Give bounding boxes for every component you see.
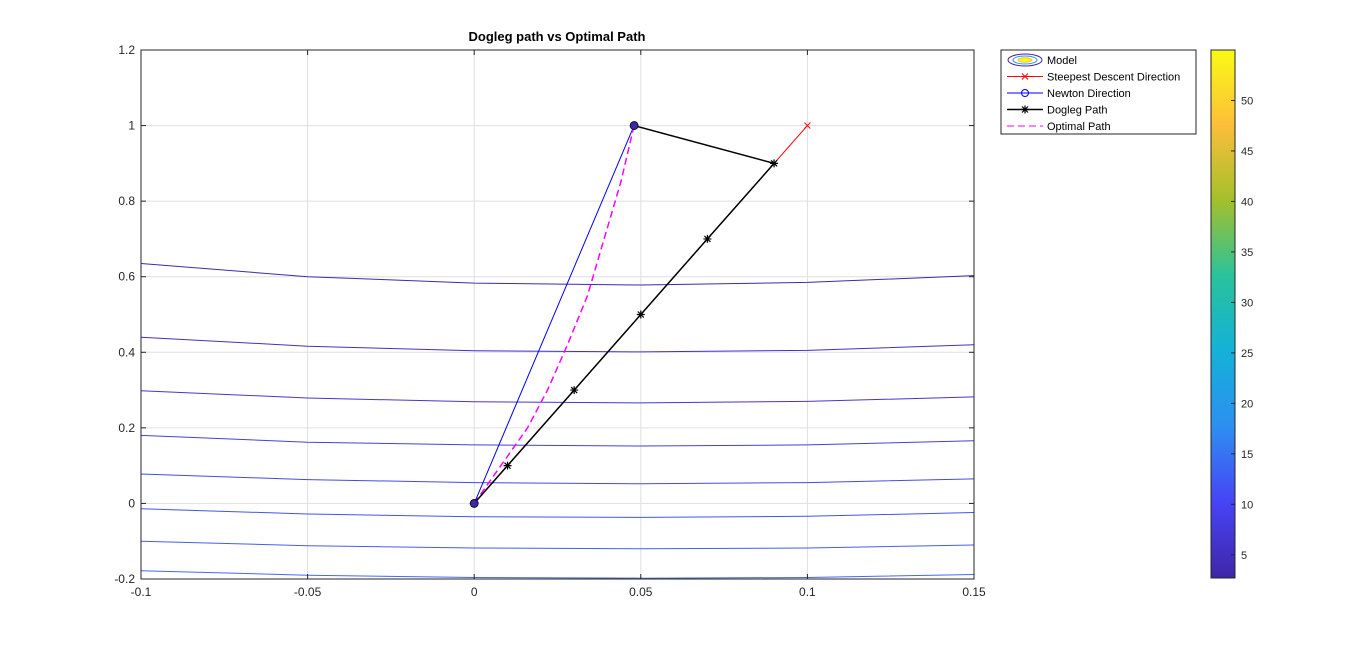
y-tick-label: 1 (128, 119, 135, 133)
series-optimal (473, 125, 635, 504)
x-tick-label: 0 (471, 585, 478, 599)
colorbar-bar (1210, 49, 1236, 579)
contour-line (141, 508, 974, 518)
contour-line (141, 540, 974, 550)
colorbar-tick-label: 50 (1241, 95, 1253, 107)
data-point-dogleg (636, 310, 645, 319)
data-series (469, 121, 811, 508)
legend-label: Newton Direction (1047, 88, 1131, 100)
plot-frame (140, 49, 975, 580)
chart-title: Dogleg path vs Optimal Path (469, 29, 646, 44)
contour-line (141, 434, 974, 447)
data-point-dogleg (503, 461, 512, 470)
data-point-steepest (804, 122, 811, 129)
x-tick-label: 0.05 (629, 585, 653, 599)
legend-label: Steepest Descent Direction (1047, 72, 1180, 84)
y-tick-label: 0.4 (118, 345, 135, 359)
legend-swatch-model (1007, 53, 1043, 67)
colorbar-tick-label: 45 (1241, 146, 1253, 158)
y-tick-label: 0 (128, 496, 135, 510)
series-line-optimal (473, 125, 635, 504)
legend-label: Dogleg Path (1047, 105, 1108, 117)
contour-line (141, 263, 974, 286)
data-point-model (469, 499, 479, 508)
plot-area (141, 50, 974, 579)
y-tick-label: 0.8 (118, 194, 135, 208)
legend-marker-newton (1021, 89, 1029, 97)
colorbar-tick-label: 5 (1241, 550, 1247, 562)
x-tick-label: -0.05 (294, 585, 322, 599)
legend-swatch-model (1017, 57, 1033, 63)
colorbar-tick-label: 40 (1241, 196, 1253, 208)
data-point-dogleg (770, 159, 779, 168)
colorbar: 5 10 15 20 25 30 35 40 45 50 (1210, 49, 1253, 579)
legend-label: Optimal Path (1047, 121, 1111, 133)
legend-marker-steepest (1021, 73, 1029, 80)
legend-item-newton: Newton Direction (1007, 88, 1131, 100)
series-model-center (469, 121, 639, 508)
y-tick-label: 0.6 (118, 270, 135, 284)
legend-label: Model (1047, 55, 1077, 67)
contour-line (141, 336, 974, 353)
colorbar-tick-label: 20 (1241, 398, 1253, 410)
legend-item-optimal: Optimal Path (1007, 121, 1111, 133)
legend-item-model: Model (1007, 53, 1077, 67)
legend-swatch-model (1012, 55, 1038, 65)
contour-line (141, 473, 974, 485)
data-point-dogleg (703, 234, 712, 243)
y-tick-label: 0.2 (118, 421, 135, 435)
data-point-model (629, 121, 639, 130)
x-tick-label: -0.1 (131, 585, 152, 599)
x-tick-label: 0.15 (962, 585, 986, 599)
series-line-newton (473, 125, 635, 504)
contour-line (141, 570, 974, 579)
colorbar-tick-label: 35 (1241, 247, 1253, 259)
contour-line (141, 390, 974, 404)
y-tick-label: -0.2 (114, 572, 135, 586)
colorbar-tick-label: 10 (1241, 499, 1253, 511)
legend-marker-dogleg (1021, 105, 1029, 114)
x-tick-label: 0.1 (799, 585, 816, 599)
x-axis: -0.1 -0.05 0 0.05 0.1 0.15 (131, 50, 986, 599)
legend-box (1000, 49, 1197, 135)
colorbar-tick-label: 25 (1241, 348, 1253, 360)
legend: Model Steepest Descent Direction Newton Di… (1000, 49, 1197, 135)
colorbar-tick-label: 15 (1241, 449, 1253, 461)
legend-item-steepest: Steepest Descent Direction (1007, 72, 1180, 84)
colorbar-tick-label: 30 (1241, 297, 1253, 309)
contour-lines (141, 263, 974, 579)
y-tick-label: 1.2 (118, 43, 135, 57)
y-axis: -0.2 0 0.2 0.4 0.6 0.8 1 1.2 (114, 43, 974, 586)
legend-item-dogleg: Dogleg Path (1007, 105, 1108, 117)
data-point-dogleg (570, 386, 579, 395)
